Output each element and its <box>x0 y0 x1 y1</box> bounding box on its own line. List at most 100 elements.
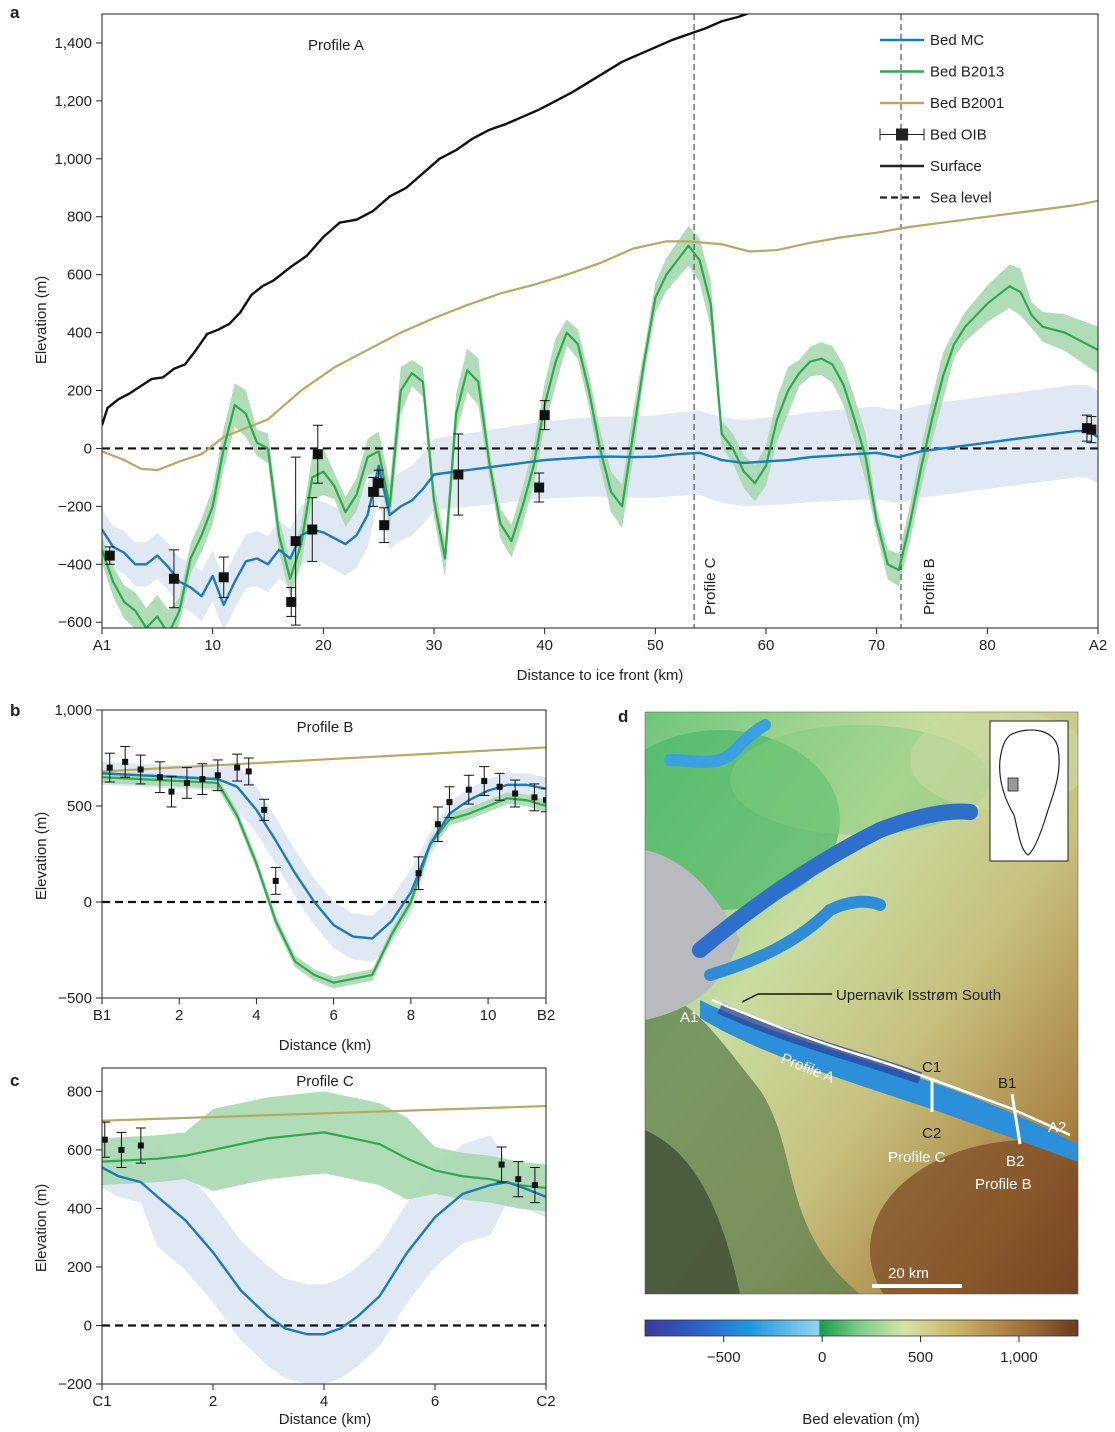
oib-point <box>199 776 206 783</box>
series-line-mc <box>102 1166 546 1336</box>
oib-point <box>512 790 519 797</box>
chart-profile-c: −200 0 200 400 600 800 C1 2 4 6 C2 Profile C Dista… <box>33 1067 556 1428</box>
profile-b-line <box>1010 1093 1022 1145</box>
chart-title-profile-a: Profile A <box>308 37 364 54</box>
vline-label-profile-b: Profile B <box>921 558 938 615</box>
y-axis-label: Elevation (m) <box>33 276 50 364</box>
oib-point <box>122 758 129 765</box>
x-axis-label: Distance to ice front (km) <box>517 667 684 684</box>
plot-frame <box>101 13 1099 629</box>
x-tick-label: 8 <box>407 1007 415 1024</box>
oib-point <box>531 794 538 801</box>
leader-line <box>741 993 759 1003</box>
bed-elevation-map <box>645 712 1078 1294</box>
x-tick-label: 30 <box>426 637 443 654</box>
series-line-b2013 <box>102 1131 546 1190</box>
vline-label-profile-c: Profile C <box>702 557 719 615</box>
label-profile-b: Profile B <box>975 1176 1032 1193</box>
oib-point <box>245 768 252 775</box>
chart-title-profile-b: Profile B <box>297 719 354 736</box>
oib-point <box>434 821 441 828</box>
y-tick-label: 1,000 <box>54 702 92 719</box>
glacier-trough-deep <box>717 1002 923 1084</box>
plot-frame <box>101 709 547 999</box>
x-tick-label: C2 <box>536 1393 555 1410</box>
oib-point <box>539 410 550 421</box>
oib-point <box>453 469 464 480</box>
x-tick-label: A2 <box>1089 637 1107 654</box>
y-tick-label: 800 <box>67 1083 92 1100</box>
oib-point <box>106 764 113 771</box>
oib-point <box>272 877 279 884</box>
x-tick-label: 70 <box>868 637 885 654</box>
y-tick-label: 200 <box>67 1259 92 1276</box>
oib-point <box>290 536 301 547</box>
chart-title-profile-c: Profile C <box>296 1073 354 1090</box>
label-c1: C1 <box>922 1059 941 1076</box>
x-tick-label: 10 <box>204 637 221 654</box>
oib-point <box>286 596 297 607</box>
oib-point <box>218 572 229 583</box>
x-tick-label: 4 <box>252 1007 260 1024</box>
series-line-b2001 <box>102 199 1098 472</box>
oib-point <box>234 764 241 771</box>
x-tick-label: B1 <box>93 1007 111 1024</box>
colorbar-tick-label: 500 <box>908 1349 933 1366</box>
y-tick-label: 1,400 <box>54 35 92 52</box>
oib-point <box>446 799 453 806</box>
oib-point <box>368 486 379 497</box>
b2013-uncertainty-band <box>102 771 546 989</box>
y-tick-label: 600 <box>67 1142 92 1159</box>
y-tick-label: 0 <box>84 894 92 911</box>
label-b2: B2 <box>1006 1153 1024 1170</box>
panel-label-d: d <box>618 707 628 726</box>
oib-point <box>373 478 384 489</box>
oib-point <box>168 788 175 795</box>
greenland-outline <box>999 729 1060 856</box>
x-tick-label: 20 <box>315 637 332 654</box>
x-tick-label: 80 <box>979 637 996 654</box>
oib-point <box>307 524 318 535</box>
mc-uncertainty-band <box>102 1135 546 1384</box>
series-line-mc <box>102 772 546 940</box>
x-tick-label: 2 <box>209 1393 217 1410</box>
x-axis-label: Distance (km) <box>279 1037 372 1054</box>
oib-point <box>118 1146 125 1153</box>
oib-point <box>465 786 472 793</box>
oib-point <box>498 1161 505 1168</box>
oib-point <box>312 449 323 460</box>
oib-point <box>534 482 545 493</box>
oib-point <box>531 1182 538 1189</box>
series-line-b2001 <box>102 1104 546 1122</box>
oib-point <box>137 766 144 773</box>
highland-patch <box>870 1140 1078 1294</box>
legend-entry: Surface <box>930 158 982 175</box>
oib-point <box>214 772 221 779</box>
scale-bar-label: 20 km <box>888 1265 929 1282</box>
panel-label-a: a <box>10 3 20 22</box>
legend: Bed MC Bed B2013 Bed B2001 Bed OIB Surface Se… <box>879 32 1004 207</box>
label-b1: B1 <box>998 1075 1016 1092</box>
colorbar-tick-label: 1,000 <box>1000 1349 1038 1366</box>
x-tick-label: 6 <box>329 1007 337 1024</box>
oib-point <box>379 520 390 531</box>
label-c2: C2 <box>922 1125 941 1142</box>
series-line-b2013 <box>102 776 546 984</box>
label-a2: A2 <box>1048 1119 1066 1136</box>
y-axis-label: Elevation (m) <box>33 1184 50 1272</box>
x-tick-label: 2 <box>175 1007 183 1024</box>
oib-point <box>543 797 546 804</box>
colorbar-ticks: −500 0 500 1,000 <box>707 1336 1038 1366</box>
x-axis-label: Distance (km) <box>279 1411 372 1428</box>
oib-point <box>156 774 163 781</box>
profile-a-line <box>711 998 1071 1137</box>
panel-label-c: c <box>10 1071 19 1090</box>
chart-profile-b: −500 0 500 1,000 B1 2 4 6 8 10 B2 Profile B Distan… <box>33 702 555 1054</box>
label-profile-c: Profile C <box>888 1149 946 1166</box>
x-tick-label: 4 <box>320 1393 328 1410</box>
series-line-mc <box>102 429 1098 607</box>
y-tick-label: −500 <box>58 990 92 1007</box>
mc-uncertainty-band <box>102 384 1098 628</box>
colorbar-tick-label: −500 <box>707 1349 741 1366</box>
